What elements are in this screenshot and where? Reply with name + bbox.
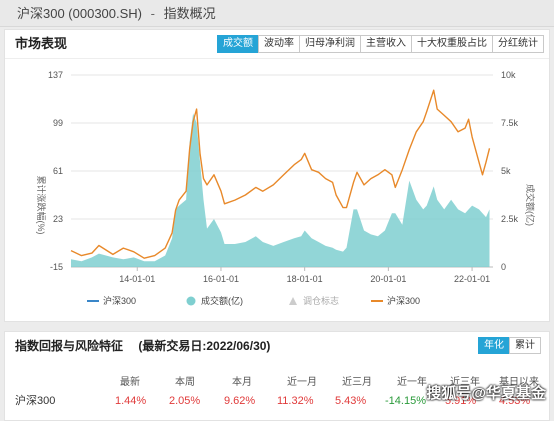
col-header: 最新 — [120, 377, 140, 388]
latest-trade-date: (最新交易日:2022/06/30) — [138, 339, 271, 353]
metric-tabs: 成交额 波动率 归母净利润 主营收入 十大权重股占比 分红统计 — [217, 35, 544, 53]
col-header: 近一月 — [287, 377, 317, 388]
watermark: 搜狐号@华夏基金 — [426, 385, 546, 402]
y-left-tick-label: 137 — [48, 70, 63, 80]
period-tabs: 年化 累计 — [478, 337, 541, 354]
legend-label: 调仓标志 — [303, 295, 339, 306]
return-value: 5.43% — [335, 395, 367, 407]
x-tick-label: 14-01-01 — [119, 274, 155, 284]
legend-label: 成交额(亿) — [201, 295, 243, 306]
tab-top10-weight[interactable]: 十大权重股占比 — [411, 35, 493, 53]
return-value: 9.62% — [224, 395, 256, 407]
tab-annualized[interactable]: 年化 — [478, 337, 510, 354]
returns-header-row: 最新 本周 本月 近一月 近三月 近一年 近三年 基日以来 — [5, 374, 551, 392]
returns-risk-card: 指数回报与风险特征 (最新交易日:2022/06/30) 年化 累计 最新 本周… — [4, 331, 550, 421]
breadcrumb-separator: - — [150, 6, 155, 21]
y-right-tick-label: 2.5k — [501, 214, 519, 224]
tab-revenue[interactable]: 主营收入 — [360, 35, 412, 53]
y-right-tick-label: 0 — [501, 262, 506, 272]
tab-dividend[interactable]: 分红统计 — [492, 35, 544, 53]
legend-label: 沪深300 — [387, 295, 420, 306]
tab-volatility[interactable]: 波动率 — [258, 35, 300, 53]
right-axis-label: 成交额(亿) — [525, 184, 536, 226]
col-header: 本月 — [232, 377, 252, 388]
y-right-tick-label: 5k — [501, 166, 511, 176]
col-header: 近三月 — [342, 377, 372, 388]
table-row[interactable]: 沪深300 1.44% 2.05% 9.62% 11.32% 5.43% -14… — [5, 392, 551, 410]
y-left-tick-label: 99 — [53, 118, 63, 128]
return-value: 2.05% — [169, 395, 201, 407]
y-left-tick-label: 61 — [53, 166, 63, 176]
col-header: 本周 — [175, 377, 195, 388]
returns-card-header: 指数回报与风险特征 (最新交易日:2022/06/30) 年化 累计 — [5, 332, 549, 360]
x-tick-label: 22-01-01 — [454, 274, 490, 284]
return-value: 5.91% — [445, 395, 477, 407]
tab-cumulative[interactable]: 累计 — [509, 337, 541, 354]
y-right-tick-label: 10k — [501, 70, 516, 80]
chart-legend: 沪深300 成交额(亿) 调仓标志 沪深300 — [87, 295, 420, 306]
legend-item: 调仓标志 — [289, 295, 339, 306]
y-left-tick-label: 23 — [53, 214, 63, 224]
legend-item: 沪深300 — [87, 295, 136, 306]
breadcrumb: 沪深300 (000300.SH) - 指数概况 — [0, 0, 554, 27]
col-header: 近三年 — [450, 377, 480, 388]
return-value: 1.44% — [115, 395, 147, 407]
turnover-area — [71, 113, 490, 268]
col-header: 基日以来 — [499, 377, 539, 388]
legend-label: 沪深300 — [103, 295, 136, 306]
index-name: 沪深300 (000300.SH) — [17, 6, 143, 21]
turnover-area-series — [71, 113, 490, 268]
returns-table: 最新 本周 本月 近一月 近三月 近一年 近三年 基日以来 沪深300 1.44… — [5, 374, 551, 410]
index-line — [70, 89, 491, 259]
market-performance-card: 市场表现 成交额 波动率 归母净利润 主营收入 十大权重股占比 分红统计 137… — [4, 29, 550, 322]
x-tick-label: 16-01-01 — [203, 274, 239, 284]
return-value: 4.53% — [499, 395, 531, 407]
row-name: 沪深300 — [15, 395, 56, 407]
legend-dot-marker — [186, 296, 196, 306]
breadcrumb-section: 指数概况 — [163, 6, 216, 21]
x-tick-label: 18-01-01 — [287, 274, 323, 284]
tab-net-profit[interactable]: 归母净利润 — [299, 35, 361, 53]
returns-title: 指数回报与风险特征 — [15, 339, 124, 353]
tab-turnover[interactable]: 成交额 — [217, 35, 259, 53]
market-performance-chart[interactable]: 137 10k 99 7.5k 61 5k 23 2.5k -15 0 14-01-01 16-01-… — [5, 59, 549, 321]
y-left-tick-label: -15 — [50, 262, 63, 272]
index-line-series — [70, 89, 491, 259]
returns-card-title: 指数回报与风险特征 (最新交易日:2022/06/30) — [15, 332, 270, 360]
y-right-tick-label: 7.5k — [501, 118, 519, 128]
legend-item: 沪深300 — [371, 295, 420, 306]
market-card-header: 市场表现 成交额 波动率 归母净利润 主营收入 十大权重股占比 分红统计 — [5, 30, 549, 59]
axis-ticks: 137 10k 99 7.5k 61 5k 23 2.5k -15 0 14-01-01 16-01-… — [48, 70, 519, 284]
legend-item: 成交额(亿) — [186, 295, 243, 306]
return-value: 11.32% — [277, 395, 314, 407]
market-card-title: 市场表现 — [15, 36, 68, 51]
legend-triangle-marker — [289, 297, 297, 305]
x-tick-label: 20-01-01 — [370, 274, 406, 284]
left-axis-label: 累计涨跌幅(%) — [36, 176, 47, 235]
return-value: -14.15% — [385, 395, 426, 407]
col-header: 近一年 — [397, 377, 427, 388]
